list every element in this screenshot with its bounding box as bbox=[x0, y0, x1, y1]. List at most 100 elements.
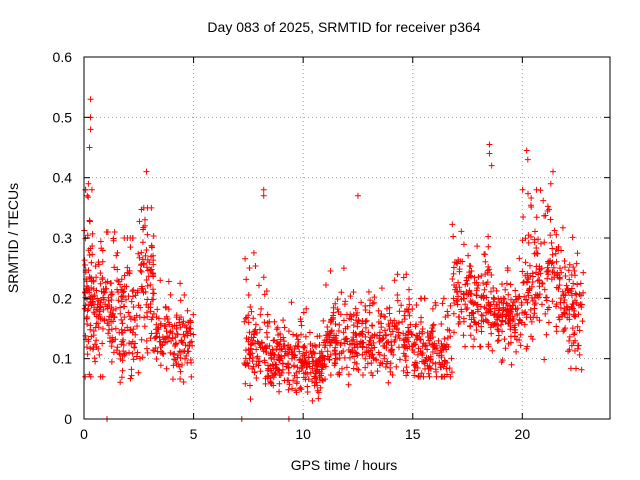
data-point bbox=[382, 331, 389, 338]
data-point bbox=[553, 301, 560, 308]
data-point bbox=[362, 324, 369, 331]
data-point bbox=[122, 296, 129, 303]
data-point bbox=[124, 324, 131, 331]
data-point bbox=[128, 340, 135, 347]
data-point bbox=[406, 343, 413, 350]
data-point bbox=[317, 384, 324, 391]
data-point bbox=[403, 271, 410, 278]
data-point bbox=[571, 313, 578, 320]
data-point bbox=[563, 282, 570, 289]
data-point bbox=[165, 306, 172, 313]
data-point bbox=[544, 208, 551, 215]
data-point bbox=[542, 310, 549, 317]
data-point bbox=[128, 366, 135, 373]
data-point bbox=[396, 308, 403, 315]
data-point bbox=[467, 323, 474, 330]
data-point bbox=[273, 346, 280, 353]
data-point bbox=[304, 383, 311, 390]
data-point bbox=[126, 270, 133, 277]
data-point bbox=[547, 232, 554, 239]
data-point bbox=[567, 365, 574, 372]
data-point bbox=[304, 388, 311, 395]
data-point bbox=[257, 311, 264, 318]
data-point bbox=[127, 244, 134, 251]
data-point bbox=[565, 267, 572, 274]
data-point bbox=[139, 285, 146, 292]
data-point bbox=[324, 353, 331, 360]
data-point bbox=[503, 307, 510, 314]
data-point bbox=[285, 341, 292, 348]
data-point bbox=[247, 396, 254, 403]
data-point bbox=[114, 344, 121, 351]
data-point bbox=[413, 360, 420, 367]
y-tick-label: 0.6 bbox=[53, 49, 73, 65]
data-point bbox=[442, 343, 449, 350]
data-point bbox=[241, 360, 248, 367]
data-point bbox=[120, 336, 127, 343]
data-point bbox=[170, 362, 177, 369]
data-point bbox=[266, 318, 273, 325]
data-point bbox=[503, 300, 510, 307]
data-point bbox=[537, 270, 544, 277]
data-point bbox=[182, 342, 189, 349]
data-point bbox=[338, 289, 345, 296]
data-point bbox=[502, 345, 509, 352]
data-point bbox=[525, 190, 532, 197]
data-point bbox=[468, 290, 475, 297]
data-point bbox=[136, 218, 143, 225]
data-point bbox=[455, 320, 462, 327]
data-point bbox=[577, 280, 584, 287]
data-point bbox=[572, 337, 579, 344]
data-point bbox=[354, 352, 361, 359]
data-point bbox=[572, 290, 579, 297]
data-point bbox=[444, 308, 451, 315]
data-point bbox=[471, 274, 478, 281]
data-point bbox=[380, 335, 387, 342]
x-tick-label: 0 bbox=[80, 426, 88, 442]
data-point bbox=[242, 355, 249, 362]
data-point bbox=[136, 355, 143, 362]
data-point bbox=[275, 340, 282, 347]
data-point bbox=[84, 351, 91, 358]
data-point bbox=[341, 354, 348, 361]
data-point bbox=[92, 341, 99, 348]
data-point bbox=[547, 180, 554, 187]
data-point bbox=[107, 309, 114, 316]
data-point bbox=[497, 296, 504, 303]
data-point bbox=[328, 316, 335, 323]
data-point bbox=[424, 346, 431, 353]
data-point bbox=[261, 291, 268, 298]
data-point bbox=[285, 369, 292, 376]
data-point bbox=[434, 350, 441, 357]
data-point bbox=[484, 269, 491, 276]
data-point bbox=[488, 162, 495, 169]
data-point bbox=[245, 363, 252, 370]
data-point bbox=[92, 358, 99, 365]
data-point bbox=[89, 251, 96, 258]
data-point bbox=[406, 312, 413, 319]
data-point bbox=[291, 346, 298, 353]
data-point bbox=[365, 329, 372, 336]
data-point bbox=[117, 310, 124, 317]
data-point bbox=[408, 331, 415, 338]
data-point bbox=[422, 341, 429, 348]
data-point bbox=[250, 330, 257, 337]
data-point bbox=[260, 186, 267, 193]
data-point bbox=[486, 141, 493, 148]
data-point bbox=[350, 288, 357, 295]
data-point bbox=[531, 301, 538, 308]
data-point bbox=[562, 272, 569, 279]
data-point bbox=[556, 282, 563, 289]
data-point bbox=[426, 340, 433, 347]
data-point bbox=[316, 374, 323, 381]
data-point bbox=[523, 278, 530, 285]
data-point bbox=[177, 324, 184, 331]
data-point bbox=[576, 327, 583, 334]
data-point bbox=[450, 264, 457, 271]
data-point bbox=[303, 305, 310, 312]
data-point bbox=[350, 365, 357, 372]
data-point bbox=[569, 234, 576, 241]
data-point bbox=[538, 301, 545, 308]
data-point bbox=[166, 321, 173, 328]
data-point bbox=[88, 259, 95, 266]
